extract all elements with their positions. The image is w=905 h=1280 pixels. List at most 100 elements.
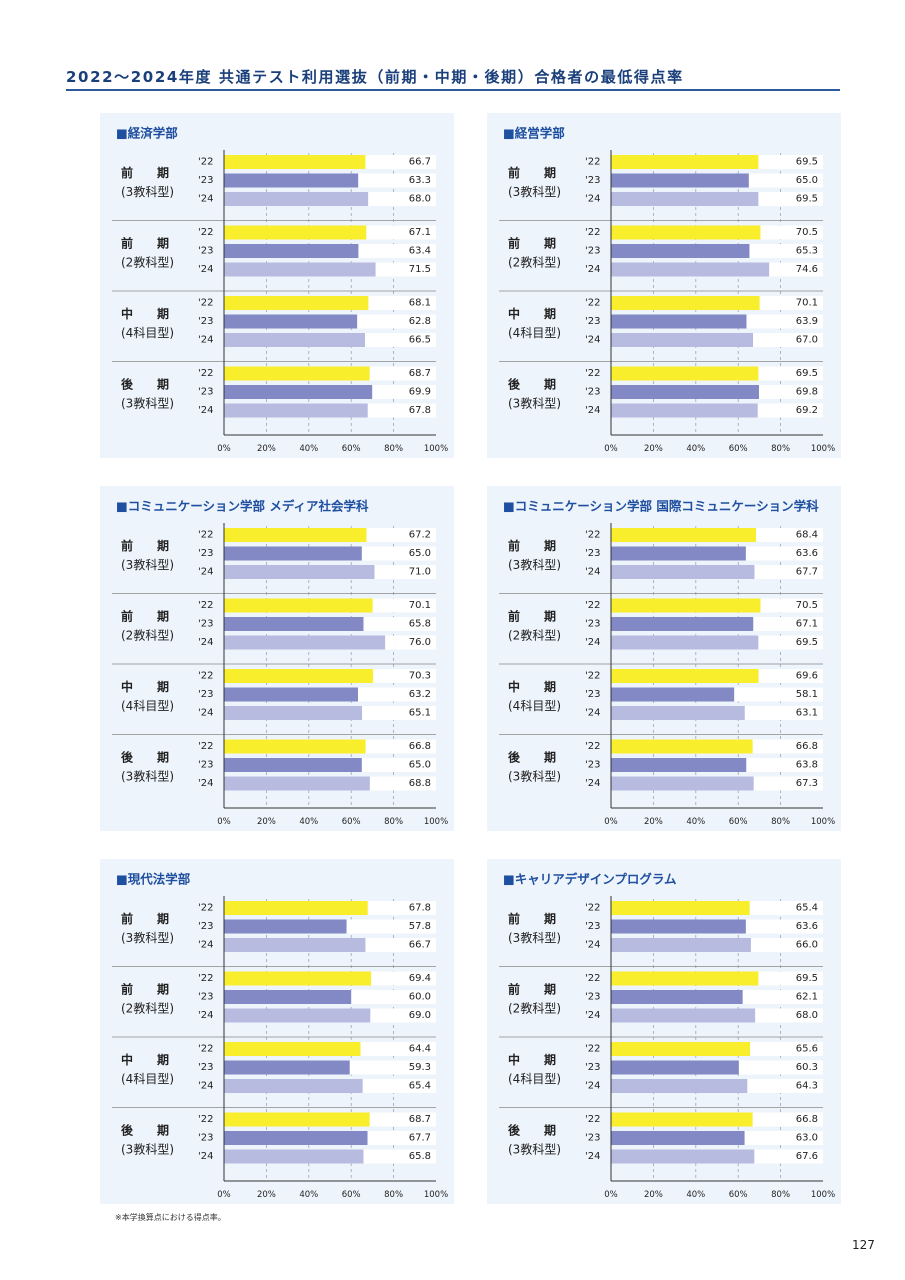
data-label: 64.4 [409,1044,431,1055]
year-label: '24 [585,335,600,346]
bar [224,669,374,683]
group-label-type: (2教科型) [121,628,174,643]
group-label-type: (4科目型) [121,326,174,340]
year-label: '23 [198,387,213,398]
data-label: 62.1 [796,992,818,1003]
year-label: '22 [585,1044,600,1055]
data-label: 68.7 [409,1114,431,1125]
year-label: '24 [198,1081,213,1092]
group-label-type: (3教科型) [508,1142,561,1157]
data-label: 69.2 [796,405,818,416]
bar [611,296,760,310]
data-label: 71.0 [409,567,431,578]
year-label: '23 [198,619,213,630]
year-label: '22 [585,903,600,914]
bar [611,366,759,381]
bar [611,385,759,399]
data-label: 69.5 [796,194,818,205]
group-label-period: 前 期 [508,538,556,553]
year-label: '22 [198,671,213,682]
group-label-type: (4科目型) [121,1072,174,1086]
bar [224,262,376,277]
tick-label: 20% [257,1190,276,1200]
year-label: '24 [585,1081,600,1092]
year-label: '23 [585,1133,600,1144]
tick-label: 80% [771,444,790,454]
chart-panel-media-society: ■コミュニケーション学部 メディア社会学科前 期 (3教科型) '22 67.2 '23… [100,486,454,831]
data-label: 63.3 [409,175,431,186]
group-label-type: (4科目型) [508,326,561,340]
group-label-type: (2教科型) [508,628,561,643]
data-label: 70.1 [409,600,431,611]
year-label: '22 [198,903,213,914]
bar [224,776,370,791]
group-label-period: 前 期 [121,538,169,553]
year-label: '22 [198,973,213,984]
data-label: 63.1 [796,708,818,719]
group-label-type: (3教科型) [508,930,561,945]
year-label: '24 [198,940,213,951]
bar [611,990,743,1004]
year-label: '24 [198,708,213,719]
year-label: '24 [198,1151,213,1162]
tick-label: 40% [299,444,318,454]
data-label: 63.8 [796,760,818,771]
data-label: 60.0 [409,992,431,1003]
year-label: '22 [198,1044,213,1055]
data-label: 68.8 [409,778,431,789]
group-label-type: (2教科型) [508,1001,561,1016]
bar [224,366,370,381]
bar [611,173,749,188]
footnote: ※本学換算点における得点率。 [115,1213,226,1222]
tick-label: 100% [424,1190,448,1200]
tick-label: 60% [342,1190,361,1200]
data-label: 65.3 [796,246,818,257]
group-label-period: 中 期 [121,306,169,321]
bar [224,546,362,561]
group-label-period: 中 期 [121,1052,169,1067]
bar [224,385,373,399]
year-label: '24 [198,264,213,275]
group-label-period: 前 期 [121,236,169,251]
bar [224,244,359,258]
year-label: '23 [198,1133,213,1144]
data-label: 70.1 [796,298,818,309]
page-number: 127 [852,1238,875,1252]
year-label: '24 [585,637,600,648]
year-label: '24 [585,940,600,951]
title-divider [66,89,840,91]
data-label: 70.5 [796,227,818,238]
chart-panel-economics: ■経済学部前 期 (3教科型) '22 66.7 '23 63.3 '24 68.0 前 期 (2… [100,113,454,458]
year-label: '23 [585,921,600,932]
chart-panel-modern-law: ■現代法学部前 期 (3教科型) '22 67.8 '23 57.8 '24 66.7 前 期 (… [100,859,454,1204]
bar [611,1060,739,1075]
tick-label: 60% [729,1190,748,1200]
chart-title: ■経済学部 [116,126,178,141]
data-label: 67.2 [409,530,431,541]
year-label: '24 [198,637,213,648]
group-label-period: 後 期 [121,1123,169,1138]
group-label-period: 後 期 [508,377,556,392]
bar [224,565,375,579]
year-label: '24 [585,194,600,205]
group-label-period: 前 期 [508,236,556,251]
chart-title: ■コミュニケーション学部 メディア社会学科 [116,499,369,514]
bar [611,919,746,934]
group-label-period: 前 期 [121,911,169,926]
data-label: 62.8 [409,316,431,327]
bar [611,546,746,561]
bar [224,192,369,206]
tick-label: 20% [644,444,663,454]
year-label: '23 [198,246,213,257]
group-label-period: 後 期 [508,750,556,765]
year-label: '22 [585,227,600,238]
year-label: '24 [585,264,600,275]
tick-label: 20% [257,444,276,454]
tick-label: 100% [424,817,448,827]
data-label: 67.0 [796,335,818,346]
tick-label: 100% [424,444,448,454]
